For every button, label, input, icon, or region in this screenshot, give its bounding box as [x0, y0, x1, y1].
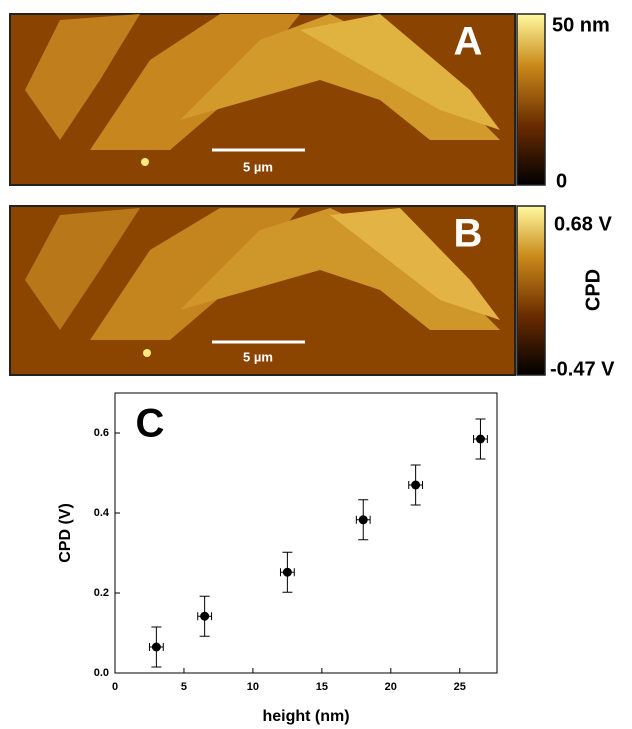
data-point — [358, 515, 368, 525]
afm-image-a: 5 µm A — [9, 13, 516, 186]
data-point — [151, 642, 161, 652]
y-tick-label: 0.4 — [94, 507, 110, 519]
data-point — [411, 480, 421, 490]
panel-label: B — [454, 212, 483, 256]
y-axis-label: CPD (V) — [57, 503, 74, 563]
colorbar-max: 0.68 V — [554, 213, 612, 235]
data-point — [200, 611, 210, 621]
kpfm-image-b: 5 µm B — [9, 205, 516, 376]
colorbar-min: -0.47 V — [550, 358, 615, 380]
panel-label: A — [454, 20, 483, 64]
x-tick-label: 25 — [454, 681, 466, 693]
x-tick-label: 0 — [112, 681, 118, 693]
colorbar — [516, 13, 546, 186]
y-tick-label: 0.0 — [94, 667, 109, 679]
x-tick-label: 5 — [181, 681, 187, 693]
data-point — [475, 434, 485, 444]
y-tick-label: 0.2 — [94, 587, 109, 599]
colorbar-title: CPD — [582, 269, 604, 311]
colorbar-max: 50 nm — [552, 14, 610, 36]
y-tick-label: 0.6 — [94, 427, 109, 439]
x-tick-label: 20 — [385, 681, 397, 693]
panel-label: C — [136, 402, 165, 446]
scale-bar-label: 5 µm — [243, 349, 273, 364]
colorbar-min: 0 — [556, 170, 567, 192]
x-tick-label: 15 — [316, 681, 328, 693]
colorbar — [516, 205, 546, 376]
x-tick-label: 10 — [247, 681, 259, 693]
x-axis-label: height (nm) — [262, 708, 349, 725]
data-point — [282, 567, 292, 577]
plot-frame — [114, 392, 498, 674]
scale-bar-label: 5 µm — [243, 159, 273, 174]
